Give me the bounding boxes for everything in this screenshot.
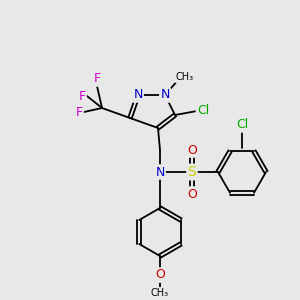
Text: F: F [75, 106, 82, 118]
Text: N: N [133, 88, 143, 101]
Text: CH₃: CH₃ [151, 288, 169, 298]
Text: O: O [155, 268, 165, 281]
Text: S: S [188, 165, 196, 179]
Text: N: N [155, 166, 165, 178]
Text: F: F [78, 89, 85, 103]
Text: F: F [93, 73, 100, 85]
Text: CH₃: CH₃ [176, 72, 194, 82]
Text: Cl: Cl [236, 118, 248, 131]
Text: Cl: Cl [197, 104, 209, 118]
Text: O: O [187, 188, 197, 200]
Text: O: O [187, 143, 197, 157]
Text: N: N [160, 88, 170, 101]
